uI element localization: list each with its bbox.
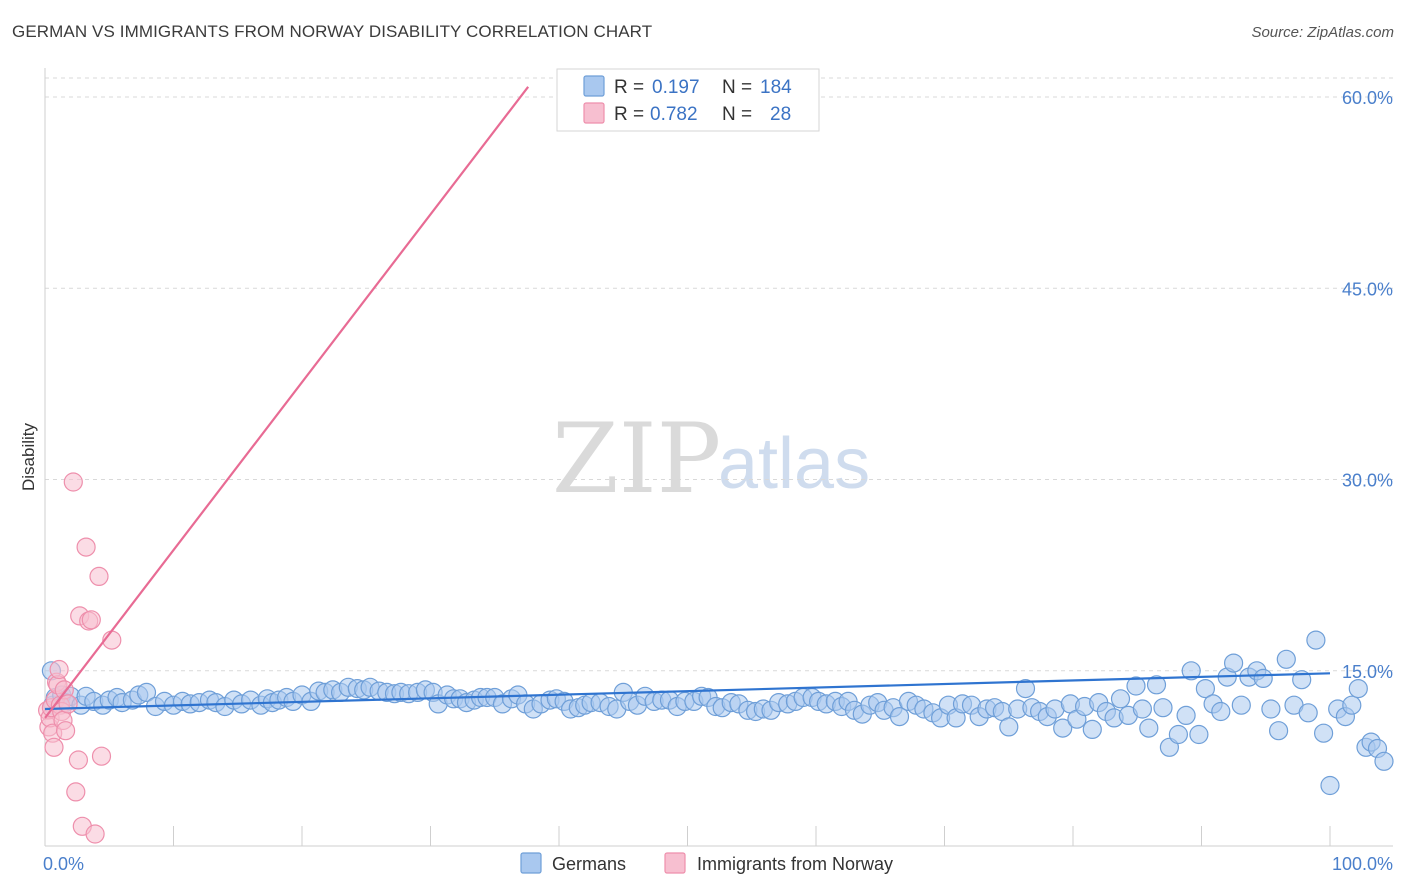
- data-point-germans: [1261, 699, 1281, 719]
- data-point-germans: [1146, 675, 1167, 695]
- data-point-germans: [1253, 668, 1273, 689]
- x-ticks: [44, 826, 1331, 846]
- watermark-zip: ZIP: [552, 403, 721, 515]
- gridlines: [45, 77, 1393, 672]
- data-point-germans: [1195, 678, 1216, 699]
- data-point-germans: [1153, 698, 1173, 718]
- legend: R = 0.197 N = 184 R = 0.782 N = 28: [556, 68, 820, 132]
- series-germans: [41, 630, 1394, 796]
- data-point-germans: [1110, 689, 1131, 709]
- bottom-legend-label-norway: Immigrants from Norway: [697, 854, 893, 874]
- data-point-germans: [1211, 701, 1231, 722]
- legend-swatch-germans: [583, 75, 605, 97]
- legend-r-label-norway: R =: [614, 104, 644, 125]
- data-point-germans: [1298, 703, 1318, 723]
- data-point-norway: [68, 750, 89, 770]
- bottom-legend-label-germans: Germans: [552, 854, 626, 874]
- data-point-germans: [1320, 775, 1340, 796]
- y-tick-label: 15.0%: [1342, 662, 1393, 682]
- data-point-norway: [91, 746, 112, 766]
- data-point-germans: [1015, 678, 1036, 699]
- data-point-germans: [136, 682, 157, 703]
- chart-source: Source: ZipAtlas.com: [1251, 24, 1394, 41]
- chart-title: GERMAN VS IMMIGRANTS FROM NORWAY DISABIL…: [12, 22, 653, 41]
- data-point-germans: [1053, 718, 1073, 738]
- data-point-germans: [1139, 718, 1159, 738]
- legend-swatch-norway: [583, 102, 605, 124]
- legend-r-value-norway: 0.782: [650, 104, 698, 125]
- data-point-germans: [1313, 723, 1334, 743]
- legend-n-value-germans: 184: [760, 77, 792, 98]
- data-point-norway: [44, 737, 64, 757]
- data-point-norway: [66, 782, 86, 802]
- data-point-germans: [1223, 653, 1244, 673]
- data-point-germans: [1276, 649, 1296, 669]
- y-tick-label: 45.0%: [1342, 279, 1393, 299]
- data-point-norway: [76, 537, 96, 557]
- legend-n-label-norway: N =: [722, 104, 752, 125]
- trend-line-norway: [44, 86, 530, 719]
- data-point-germans: [1306, 630, 1326, 650]
- data-point-germans: [1342, 695, 1362, 715]
- data-point-germans: [1374, 751, 1394, 771]
- data-point-germans: [1168, 724, 1189, 745]
- data-point-germans: [999, 717, 1019, 737]
- data-point-germans: [1181, 661, 1201, 681]
- data-point-germans: [1348, 678, 1368, 699]
- y-tick-label: 30.0%: [1342, 471, 1393, 491]
- y-axis-title: Disability: [19, 422, 38, 491]
- trend-line-germans: [44, 672, 1331, 711]
- legend-r-value-germans: 0.197: [652, 77, 700, 98]
- data-point-norway: [55, 721, 76, 741]
- bottom-legend-swatch-norway: [664, 852, 686, 874]
- bottom-legend: Germans Immigrants from Norway: [520, 852, 893, 874]
- series-norway: [37, 472, 122, 844]
- legend-n-label-germans: N =: [722, 77, 752, 98]
- x-tick-label-max: 100.0%: [1332, 854, 1393, 874]
- watermark-atlas: atlas: [718, 424, 870, 504]
- data-point-germans: [1126, 676, 1146, 696]
- legend-n-value-norway: 28: [770, 104, 791, 125]
- bottom-legend-swatch-germans: [520, 852, 542, 874]
- data-point-germans: [1189, 724, 1209, 745]
- data-point-germans: [1082, 719, 1102, 740]
- data-point-norway: [85, 824, 105, 844]
- data-point-norway: [81, 610, 101, 630]
- y-tick-label: 60.0%: [1342, 88, 1393, 108]
- data-point-germans: [1176, 705, 1196, 726]
- data-point-norway: [89, 566, 109, 587]
- data-point-germans: [1268, 721, 1289, 741]
- x-tick-label-min: 0.0%: [43, 854, 84, 874]
- data-point-norway: [49, 659, 69, 680]
- data-point-norway: [63, 472, 83, 492]
- data-point-germans: [1231, 695, 1251, 715]
- data-point-germans: [889, 706, 910, 727]
- data-point-germans: [1132, 699, 1153, 719]
- y-tick-labels: 15.0% 30.0% 45.0% 60.0%: [1342, 88, 1393, 682]
- legend-r-label-germans: R =: [614, 77, 644, 98]
